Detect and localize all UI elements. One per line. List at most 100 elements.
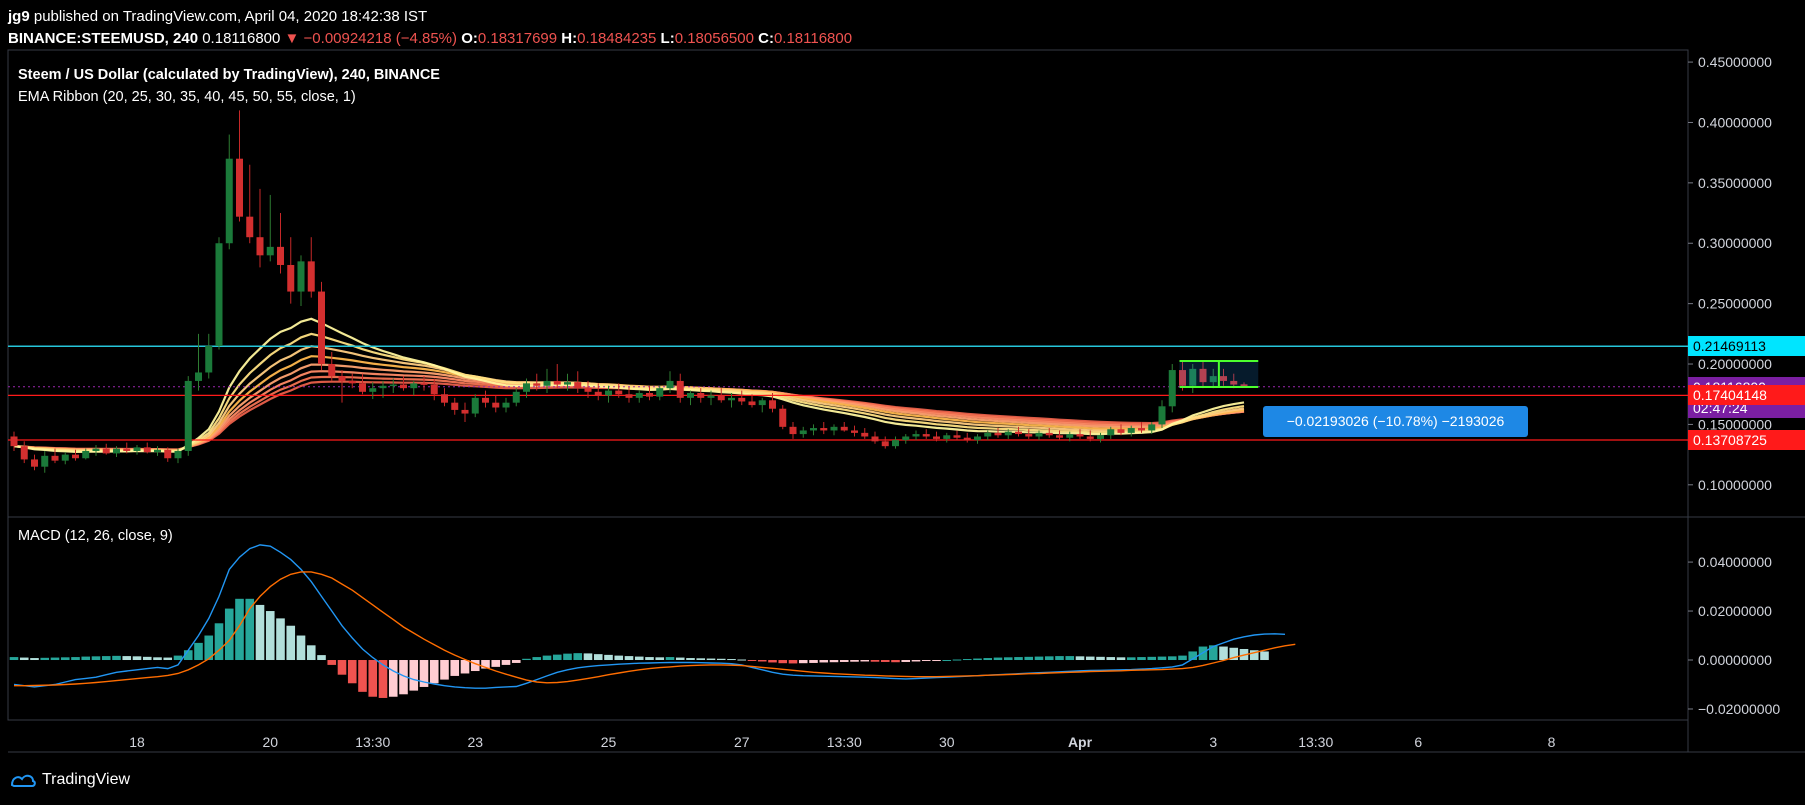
- candle: [225, 158, 233, 244]
- candle: [687, 393, 694, 398]
- candle: [205, 345, 213, 373]
- candle: [1148, 424, 1156, 431]
- macd-histogram-bar: [604, 654, 613, 661]
- price-tick-label: 0.35000000: [1698, 175, 1772, 191]
- candle: [184, 380, 192, 451]
- macd-histogram-bar: [593, 654, 603, 661]
- candle: [154, 449, 161, 453]
- candle: [31, 459, 38, 467]
- candle: [143, 447, 151, 453]
- ema-legend[interactable]: EMA Ribbon (20, 25, 30, 35, 40, 45, 50, …: [18, 89, 356, 105]
- macd-histogram-bar: [255, 604, 265, 661]
- candle: [359, 383, 366, 392]
- candle: [318, 291, 325, 365]
- macd-histogram-bar: [450, 660, 460, 676]
- macd-histogram-bar: [1034, 656, 1044, 661]
- macd-histogram-bar: [286, 625, 296, 661]
- macd-tick-label: 0.04000000: [1698, 554, 1772, 570]
- price-tag: 0.13708725: [1688, 430, 1805, 450]
- macd-histogram-bar: [1014, 657, 1023, 661]
- candle: [697, 393, 705, 398]
- macd-histogram-bar: [1137, 657, 1146, 661]
- macd-histogram-bar: [583, 653, 593, 661]
- macd-histogram-bar: [1249, 650, 1259, 661]
- high-value: 0.18484235: [577, 30, 657, 47]
- macd-histogram-bar: [163, 657, 173, 661]
- macd-legend[interactable]: MACD (12, 26, close, 9): [18, 528, 173, 544]
- time-tick-label: 23: [467, 734, 483, 750]
- macd-histogram-bar: [747, 660, 757, 662]
- candle: [1045, 432, 1053, 436]
- candle: [615, 390, 623, 395]
- time-tick-label: 3: [1209, 734, 1217, 750]
- candle: [933, 436, 940, 439]
- macd-histogram-bar: [1024, 656, 1034, 661]
- candle: [1097, 435, 1104, 439]
- candle: [1025, 434, 1033, 437]
- time-tick-label: 13:30: [1298, 734, 1333, 750]
- macd-histogram-bar: [388, 660, 398, 697]
- candle: [492, 402, 500, 408]
- candle: [20, 446, 28, 460]
- candle: [1240, 384, 1248, 387]
- macd-histogram-bar: [245, 598, 255, 661]
- candle: [215, 243, 223, 346]
- macd-histogram-bar: [501, 660, 511, 665]
- macd-histogram-bar: [419, 660, 429, 687]
- candle: [779, 408, 787, 427]
- macd-histogram-bar: [409, 660, 419, 691]
- macd-histogram-bar: [532, 657, 542, 661]
- candle: [758, 400, 766, 406]
- symbol-name: BINANCE:STEEMUSD, 240: [8, 30, 199, 47]
- candle: [963, 437, 971, 441]
- macd-histogram-bar: [194, 642, 203, 661]
- candle: [553, 380, 561, 385]
- price-change: ▼ −0.00924218 (−4.85%): [284, 30, 458, 47]
- candle: [707, 395, 715, 398]
- macd-histogram-bar: [716, 658, 726, 661]
- macd-histogram-bar: [645, 657, 654, 661]
- author-name[interactable]: jg9: [8, 8, 30, 25]
- candle: [246, 216, 254, 238]
- footer-brand: TradingView: [42, 771, 131, 788]
- macd-histogram-bar: [921, 660, 931, 662]
- macd-histogram-bar: [675, 657, 685, 661]
- candle: [307, 261, 315, 292]
- candle: [564, 382, 571, 385]
- macd-histogram-bar: [317, 655, 326, 661]
- candle: [1189, 368, 1197, 386]
- candle: [1199, 368, 1207, 383]
- macd-histogram-bar: [706, 658, 716, 661]
- macd-histogram-bar: [81, 656, 91, 661]
- macd-histogram-bar: [1116, 657, 1126, 661]
- tradingview-footer[interactable]: TradingView: [10, 771, 130, 789]
- macd-histogram-bar: [829, 660, 839, 663]
- macd-histogram-bar: [173, 655, 183, 661]
- macd-histogram-bar: [1208, 645, 1218, 661]
- candle: [830, 426, 838, 431]
- macd-histogram-bar: [737, 659, 747, 661]
- macd-histogram-bar: [839, 660, 849, 662]
- candle: [810, 428, 817, 431]
- candle: [502, 402, 510, 408]
- candle: [1230, 380, 1238, 385]
- open-label: O:: [461, 30, 478, 47]
- macd-histogram-bar: [952, 659, 962, 661]
- macd-histogram-bar: [132, 656, 142, 661]
- candle: [461, 409, 469, 414]
- high-label: H:: [561, 30, 578, 47]
- candle: [912, 434, 920, 437]
- macd-histogram-bar: [696, 658, 706, 661]
- candle: [1107, 429, 1115, 436]
- candle: [369, 388, 377, 392]
- macd-histogram-bar: [1003, 657, 1013, 661]
- macd-histogram-bar: [50, 657, 60, 661]
- candle: [1035, 432, 1043, 437]
- candle: [102, 448, 110, 454]
- candle: [635, 393, 643, 398]
- macd-histogram-bar: [563, 653, 572, 661]
- macd-histogram-bar: [552, 654, 562, 661]
- time-tick-label: 6: [1414, 734, 1422, 750]
- macd-histogram-bar: [368, 660, 378, 697]
